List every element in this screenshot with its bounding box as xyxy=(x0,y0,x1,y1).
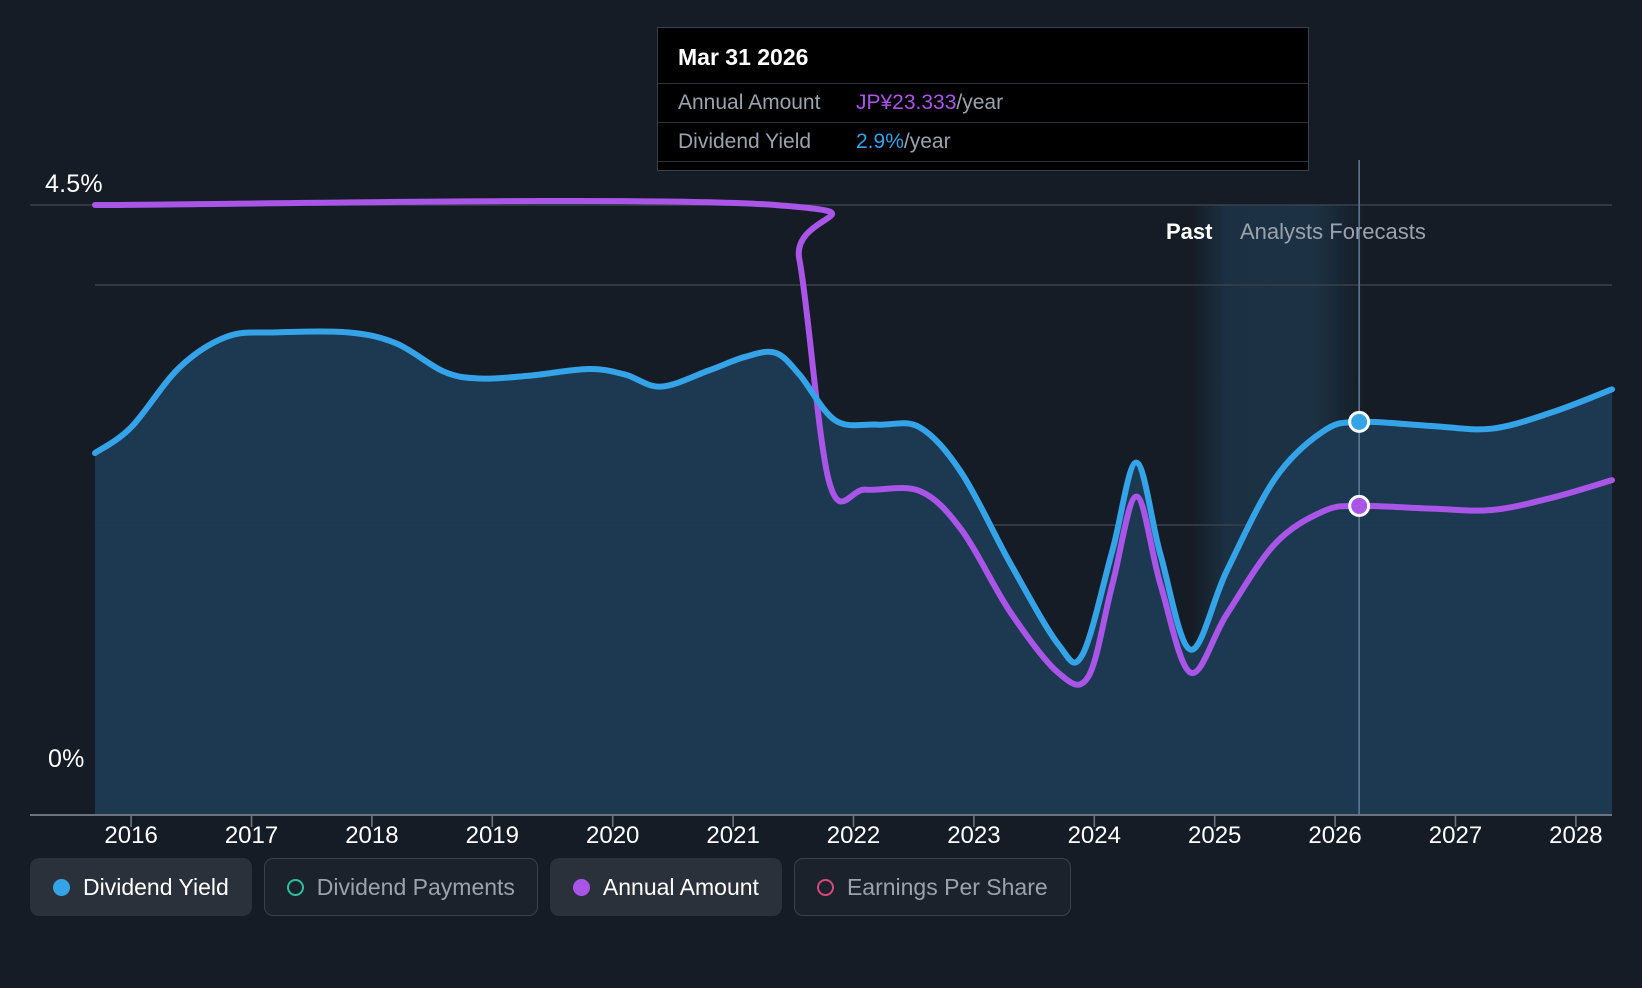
x-axis-label-2024: 2024 xyxy=(1067,822,1121,849)
tooltip-row-key: Dividend Yield xyxy=(678,130,812,153)
x-axis-label-2028: 2028 xyxy=(1549,822,1603,849)
legend-dot-icon xyxy=(816,878,834,896)
tooltip-row-unit: /year xyxy=(956,91,1004,114)
tooltip-row-value: JP¥23.333/year xyxy=(856,91,1003,115)
dividend-yield-line xyxy=(92,328,1615,666)
legend-label: Earnings Per Share xyxy=(846,873,1048,900)
x-axis-label-2026: 2026 xyxy=(1308,822,1362,849)
x-axis-labels: 2016 2017 2018 2019 2020 2021 2022 2023 2024 2025… xyxy=(0,822,1642,862)
chart-legend: Dividend Yield Dividend Payments Annual Am… xyxy=(30,858,1071,916)
legend-dot-icon xyxy=(286,878,304,896)
tooltip-row: Dividend Yield 2.9%/year xyxy=(658,122,1308,161)
tooltip-row-unit: /year xyxy=(903,130,951,153)
x-axis-label-2027: 2027 xyxy=(1428,822,1483,849)
x-axis-label-2025: 2025 xyxy=(1187,822,1242,849)
dividend-yield-area xyxy=(95,331,1612,815)
x-axis-label-2020: 2020 xyxy=(586,822,640,849)
x-axis-label-2023: 2023 xyxy=(947,822,1001,849)
legend-dot-icon xyxy=(53,878,70,896)
annual-amount-marker[interactable] xyxy=(1348,494,1371,517)
y-axis-label-bottom: 0% xyxy=(48,745,85,773)
tooltip-row-number: 2.9% xyxy=(856,130,904,153)
tooltip-bottom-divider xyxy=(658,161,1308,170)
x-axis-ticks xyxy=(130,815,1577,827)
x-axis-label-2017: 2017 xyxy=(224,822,279,849)
legend-label: Annual Amount xyxy=(602,873,759,900)
tooltip-row-value: 2.9%/year xyxy=(856,130,951,154)
x-axis-label-2022: 2022 xyxy=(826,822,881,849)
tooltip-date: Mar 31 2026 xyxy=(678,44,809,70)
x-axis-label-2021: 2021 xyxy=(706,822,760,849)
tooltip-row-number: JP¥23.333 xyxy=(856,91,957,114)
chart-tooltip: Mar 31 2026 Annual Amount JP¥23.333/year D… xyxy=(657,27,1309,171)
y-axis-label-top: 4.5% xyxy=(45,170,103,198)
analysts-forecasts-label: Analysts Forecasts xyxy=(1240,219,1426,244)
tooltip-row: Annual Amount JP¥23.333/year xyxy=(658,83,1308,122)
legend-label: Dividend Yield xyxy=(83,873,229,900)
legend-dividend-yield[interactable]: Dividend Yield xyxy=(30,858,252,916)
legend-dot-icon xyxy=(572,878,590,896)
past-label: Past xyxy=(1166,219,1213,244)
legend-annual-amount[interactable]: Annual Amount xyxy=(549,858,782,916)
tooltip-row-key: Annual Amount xyxy=(678,91,821,114)
x-axis-label-2018: 2018 xyxy=(345,822,399,849)
legend-earnings-per-share[interactable]: Earnings Per Share xyxy=(793,858,1071,916)
legend-dividend-payments[interactable]: Dividend Payments xyxy=(263,858,538,916)
tooltip-rows: Annual Amount JP¥23.333/year Dividend Yiel… xyxy=(658,83,1308,161)
x-axis-label-2019: 2019 xyxy=(465,822,519,849)
dividend-yield-marker[interactable] xyxy=(1348,410,1371,433)
legend-label: Dividend Payments xyxy=(316,873,515,900)
x-axis-label-2016: 2016 xyxy=(104,822,158,849)
